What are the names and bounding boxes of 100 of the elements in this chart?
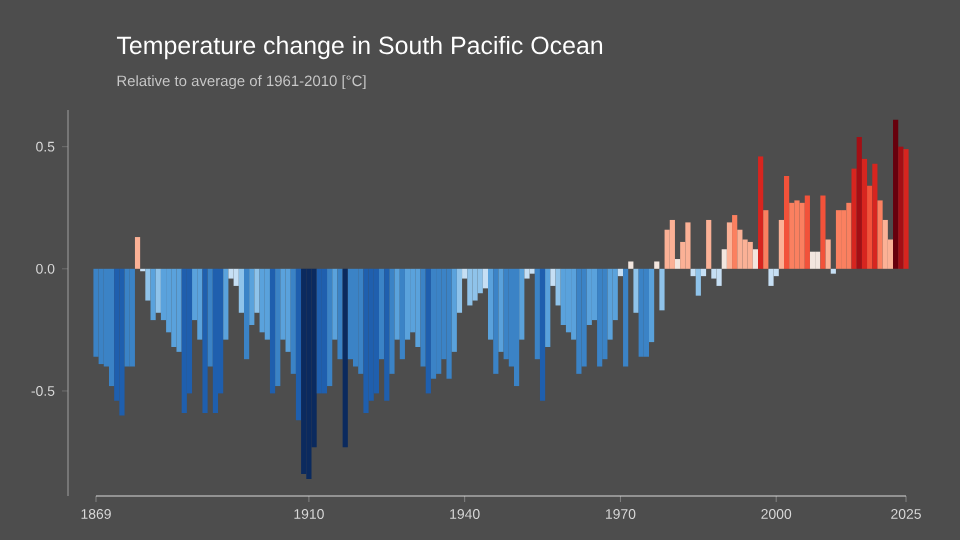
bar [861, 158, 868, 269]
bar [529, 268, 535, 274]
bar [347, 268, 354, 360]
bar [752, 249, 759, 269]
bar [789, 202, 795, 269]
bar [607, 268, 613, 340]
bar [659, 268, 665, 311]
bar [451, 268, 457, 352]
bar [706, 219, 712, 269]
bar [815, 251, 821, 269]
bar [867, 185, 873, 269]
bar [420, 268, 426, 367]
bar [716, 268, 722, 286]
bar [202, 268, 208, 413]
bar [830, 268, 836, 274]
bar [550, 268, 556, 286]
bar [384, 268, 390, 401]
bar [321, 268, 328, 394]
bar [275, 268, 281, 387]
bar [690, 268, 696, 277]
bar [721, 249, 727, 269]
bar [145, 268, 151, 301]
bar [472, 268, 478, 301]
bar [358, 268, 364, 374]
bar [560, 268, 566, 325]
bar [825, 239, 831, 269]
bar [711, 268, 717, 279]
bar [119, 268, 125, 416]
bar [882, 219, 888, 269]
bar [134, 237, 141, 269]
bar [524, 268, 530, 279]
bar [129, 268, 135, 367]
bar [124, 268, 130, 367]
bar [462, 268, 468, 279]
bar [207, 268, 213, 367]
chart-title: Temperature change in South Pacific Ocean [116, 35, 603, 60]
bar [290, 268, 296, 374]
bar [903, 149, 909, 269]
bar [877, 200, 883, 269]
bar [181, 268, 187, 413]
bar [363, 268, 369, 413]
bar [301, 268, 307, 475]
bar [295, 268, 302, 421]
bar [685, 222, 691, 269]
bar [851, 168, 857, 269]
bar [648, 268, 655, 343]
bar [856, 136, 862, 269]
bar [249, 268, 255, 325]
bar [456, 268, 463, 313]
bar [820, 195, 826, 269]
bar [633, 268, 639, 313]
bar [389, 268, 395, 374]
bar [337, 268, 343, 360]
bar [155, 268, 161, 313]
bar [259, 268, 265, 333]
bar [108, 268, 115, 387]
bar [545, 268, 551, 347]
bar [425, 268, 431, 394]
bar [758, 156, 764, 269]
bar [747, 241, 753, 269]
bar [212, 268, 219, 413]
bar [269, 268, 276, 394]
bar [228, 268, 234, 279]
bar [898, 146, 904, 269]
bar [695, 268, 701, 296]
bar [737, 229, 743, 269]
bar [726, 222, 733, 269]
bar [763, 210, 769, 269]
bar [581, 268, 587, 367]
bar [809, 251, 816, 269]
bar [623, 268, 629, 367]
bar [233, 268, 239, 286]
bar [534, 268, 540, 360]
bar [399, 268, 405, 360]
bar [264, 268, 270, 340]
bar [669, 219, 675, 269]
bar [171, 268, 177, 347]
bar [794, 200, 800, 269]
bar [732, 215, 738, 269]
bar [799, 202, 805, 269]
bar [342, 268, 348, 448]
bar [893, 119, 899, 269]
bar [430, 268, 437, 379]
bar [872, 163, 878, 269]
bar [555, 268, 561, 306]
bar [316, 268, 322, 394]
bar [768, 268, 774, 286]
bar [638, 268, 644, 357]
bar [150, 268, 156, 321]
bar [700, 268, 707, 277]
bar [176, 268, 182, 352]
bar [373, 268, 379, 394]
bar [617, 268, 624, 277]
bar [846, 202, 852, 269]
bar [674, 259, 681, 269]
bar [327, 268, 333, 387]
bar [841, 210, 847, 269]
bar [93, 268, 99, 357]
bar [539, 268, 546, 401]
bar [197, 268, 203, 340]
